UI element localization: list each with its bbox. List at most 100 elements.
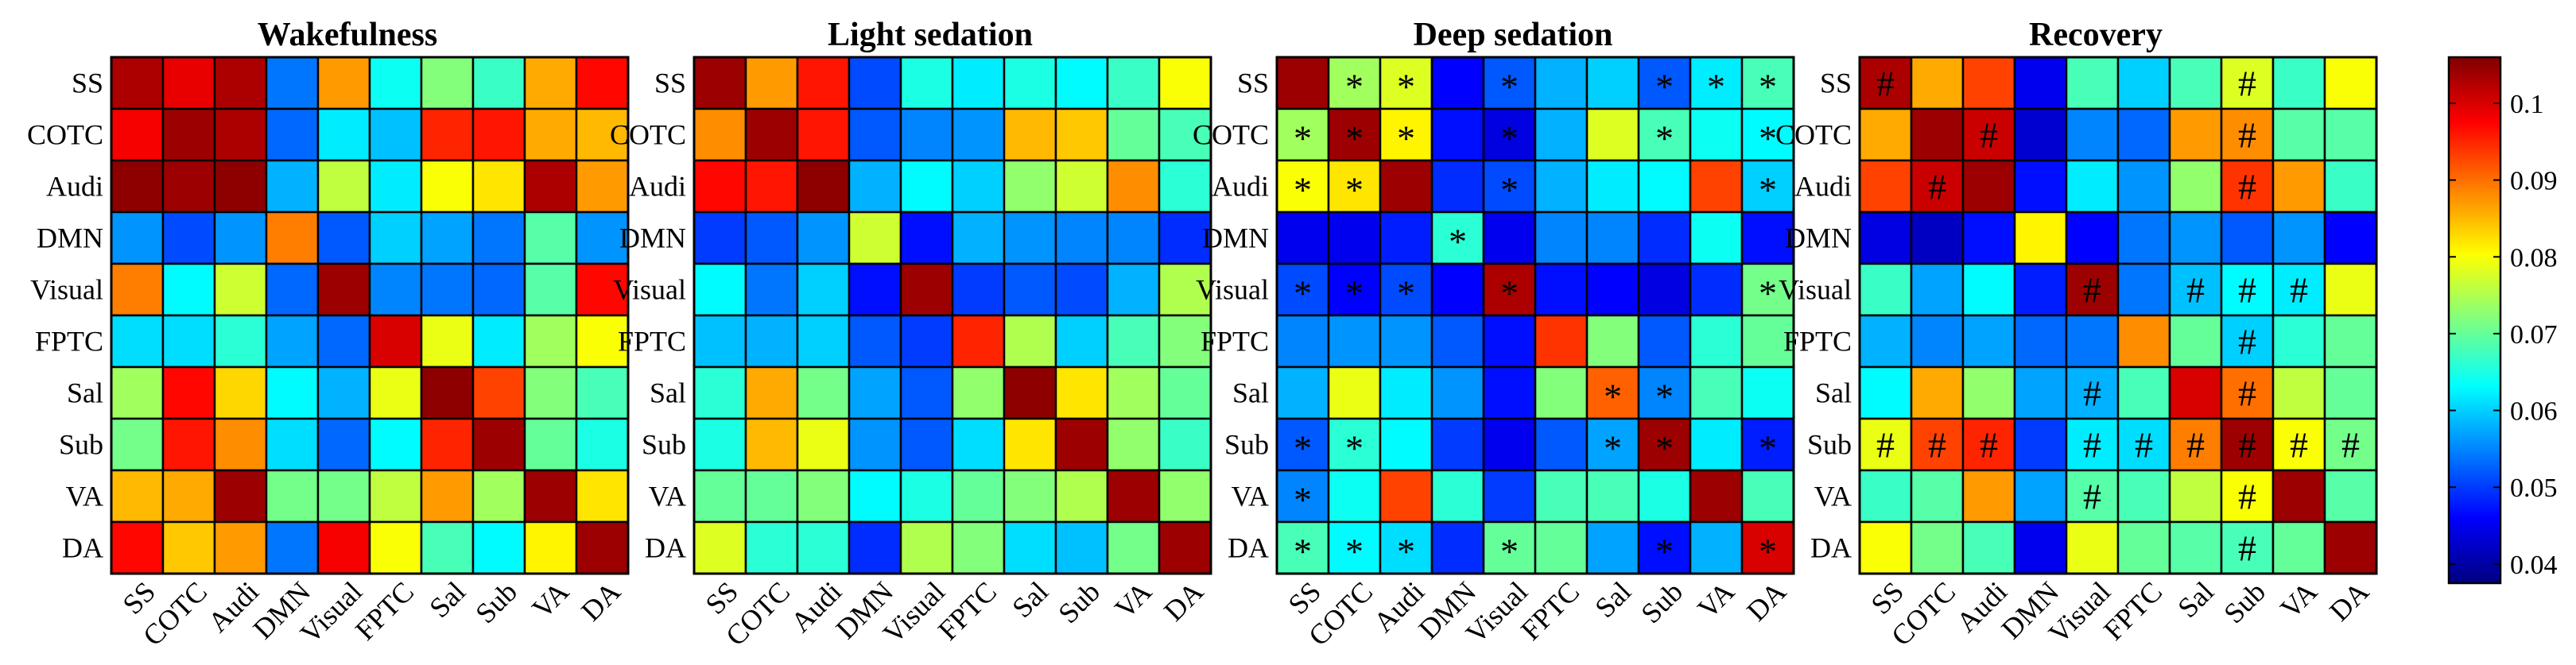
heatmap-cell-light-sedation-ss-visual [899,56,954,110]
heatmap-cell-wakefulness-sub-va [523,417,578,472]
significance-mark: * [1759,118,1777,159]
row-label-audi: Audi [46,171,103,203]
significance-mark: * [1397,273,1415,314]
heatmap-cell-recovery-sal-cotc [1910,365,1965,420]
heatmap-cell-recovery-da-ss [1858,520,1913,575]
heatmap-cell-light-sedation-audi-cotc [744,159,799,214]
col-label-da: DA [1158,575,1209,627]
heatmap-cell-recovery-va-audi [1961,469,2016,524]
heatmap-cell-deep-sedation-da-cotc [1327,520,1382,575]
col-label-fptc: FPTC [2097,575,2168,646]
heatmap-cell-light-sedation-dmn-ss [692,211,747,265]
heatmap-cell-recovery-sub-dmn [2013,417,2068,472]
significance-mark: # [2238,477,2256,517]
row-label-visual: Visual [1196,274,1269,306]
significance-mark: * [1759,273,1777,314]
col-label-sub: Sub [2217,575,2271,629]
row-label-sub: Sub [1807,429,1852,461]
significance-mark: # [2238,528,2256,569]
significance-mark: # [2290,425,2308,466]
row-label-fptc: FPTC [618,326,686,358]
heatmap-cell-light-sedation-da-da [1158,520,1212,575]
heatmap-cell-deep-sedation-fptc-ss [1275,314,1330,369]
heatmap-cell-light-sedation-visual-fptc [951,262,1006,317]
heatmap-cell-light-sedation-fptc-audi [796,314,851,369]
heatmap-cell-recovery-ss-sal [2168,56,2223,110]
heatmap-cell-wakefulness-ss-sal [420,56,475,110]
significance-mark: # [1980,425,1998,466]
heatmap-cell-deep-sedation-va-sub [1637,469,1692,524]
significance-mark: * [1500,273,1519,314]
heatmap-cell-recovery-audi-dmn [2013,159,2068,214]
heatmap-cell-wakefulness-va-dmn [265,469,320,524]
significance-mark: * [1294,118,1312,159]
heatmap-cell-wakefulness-audi-va [523,159,578,214]
heatmap-cell-light-sedation-visual-audi [796,262,851,317]
heatmap-cell-deep-sedation-fptc-visual [1482,314,1537,369]
row-label-ss: SS [1237,68,1269,99]
heatmap-cell-light-sedation-ss-da [1158,56,1212,110]
significance-mark: # [2083,373,2101,414]
significance-mark: # [2290,270,2308,311]
heatmap-cell-recovery-cotc-va [2271,107,2326,162]
heatmap-cell-deep-sedation-ss-va [1689,56,1744,110]
heatmap-cell-wakefulness-ss-ss [110,56,165,110]
heatmap-cell-light-sedation-sal-sal [1003,365,1057,420]
heatmap-cell-deep-sedation-cotc-cotc [1327,107,1382,162]
heatmap-cell-light-sedation-audi-da [1158,159,1212,214]
heatmap-cell-recovery-dmn-fptc [2116,211,2171,265]
heatmap-cell-wakefulness-sub-visual [316,417,371,472]
significance-mark: # [2238,373,2256,414]
significance-mark: * [1345,273,1364,314]
col-label-sal: Sal [1006,575,1054,624]
heatmap-cell-wakefulness-sub-dmn [265,417,320,472]
heatmap-panels: SSCOTCAudiDMNVisualFPTCSalSubVADASSCOTCA… [27,56,2378,652]
heatmap-cell-light-sedation-sub-visual [899,417,954,472]
heatmap-cell-light-sedation-cotc-cotc [744,107,799,162]
heatmap-cell-wakefulness-audi-sal [420,159,475,214]
significance-mark: # [2341,425,2360,466]
heatmap-cell-wakefulness-audi-ss [110,159,165,214]
heatmap-cell-light-sedation-dmn-da [1158,211,1212,265]
significance-mark: * [1345,532,1364,572]
heatmap-cell-light-sedation-visual-ss [692,262,747,317]
heatmap-cell-light-sedation-audi-va [1106,159,1161,214]
col-label-visual: Visual [877,575,951,649]
heatmap-cell-deep-sedation-visual-fptc [1534,262,1589,317]
heatmap-cell-deep-sedation-dmn-fptc [1534,211,1589,265]
heatmap-cell-wakefulness-fptc-cotc [161,314,216,369]
heatmap-cell-wakefulness-sal-ss [110,365,165,420]
heatmap-cell-deep-sedation-audi-da [1740,159,1795,214]
heatmap-cell-deep-sedation-ss-sal [1585,56,1640,110]
colorbar: 0.04 0.05 0.06 0.07 0.08 0.09 0.1 [2447,56,2558,585]
heatmap-cell-light-sedation-cotc-fptc [951,107,1006,162]
heatmap-cell-recovery-va-fptc [2116,469,2171,524]
heatmap-cell-recovery-audi-audi [1961,159,2016,214]
heatmap-cell-recovery-cotc-sal [2168,107,2223,162]
heatmap-cell-light-sedation-va-audi [796,469,851,524]
heatmap-cell-deep-sedation-sal-audi [1379,365,1433,420]
heatmap-cell-light-sedation-fptc-va [1106,314,1161,369]
colorbar-tick-label: 0.1 [2510,90,2544,119]
heatmap-cell-wakefulness-sal-va [523,365,578,420]
heatmap-cell-light-sedation-sal-fptc [951,365,1006,420]
colorbar-tick-label: 0.09 [2510,167,2558,196]
col-label-sub: Sub [1635,575,1689,629]
heatmap-cell-recovery-fptc-sal [2168,314,2223,369]
heatmap-cell-recovery-visual-ss [1858,262,1913,317]
heatmap-cell-deep-sedation-fptc-audi [1379,314,1433,369]
heatmap-cell-wakefulness-dmn-sub [471,211,526,265]
row-label-ss: SS [1820,68,1852,99]
heatmap-cell-wakefulness-da-fptc [368,520,423,575]
heatmap-cell-recovery-sal-va [2271,365,2326,420]
heatmap-cell-wakefulness-dmn-cotc [161,211,216,265]
heatmap-cell-light-sedation-da-va [1106,520,1161,575]
row-label-visual: Visual [30,274,103,306]
heatmap-cell-light-sedation-da-audi [796,520,851,575]
heatmap-cell-deep-sedation-audi-audi [1379,159,1433,214]
col-label-sub: Sub [1052,575,1106,629]
heatmap-cell-wakefulness-fptc-fptc [368,314,423,369]
heatmap-cell-recovery-fptc-va [2271,314,2326,369]
colorbar-tick-label: 0.04 [2510,551,2558,580]
heatmap-cell-recovery-dmn-sub [2220,211,2275,265]
